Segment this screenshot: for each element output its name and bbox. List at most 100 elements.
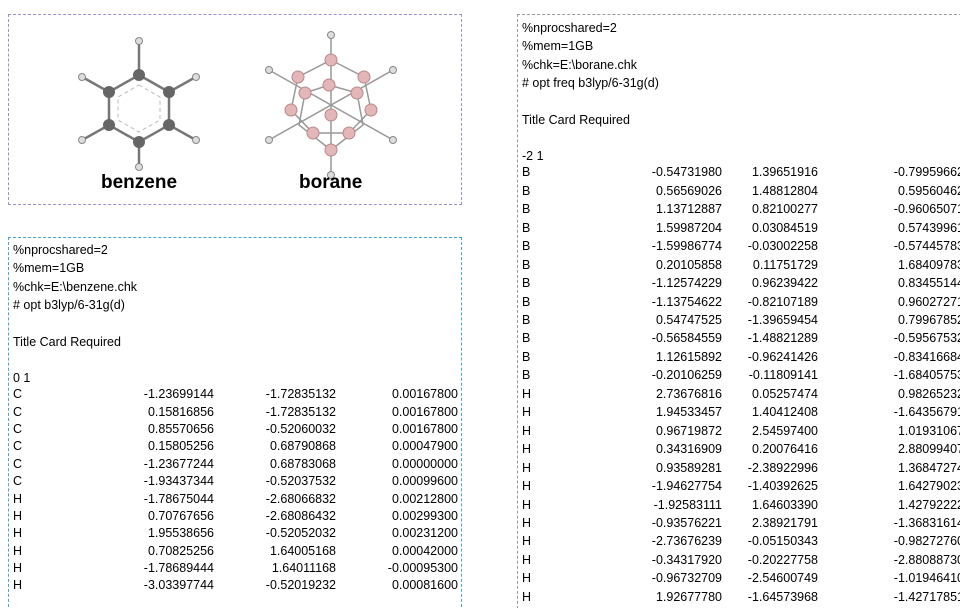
text-line: H	[522, 590, 531, 604]
text-line: 0.70767656	[148, 509, 214, 523]
text-line: H	[522, 498, 531, 512]
text-line: 1.95538656	[148, 526, 214, 540]
text-line: 0.83455144	[898, 276, 960, 290]
text-line: B	[522, 276, 530, 290]
text-line: -1.72835132	[266, 387, 336, 401]
text-line: -1.59986774	[652, 239, 722, 253]
text-line: -0.83416684	[894, 350, 960, 364]
text-line: 0.15816856	[148, 405, 214, 419]
text-line: 0.00167800	[392, 387, 458, 401]
text-line: -0.34317920	[652, 553, 722, 567]
text-line: 0.96027271	[898, 295, 960, 309]
text-line: 1.12615892	[656, 350, 722, 364]
molecule-drawings	[9, 15, 460, 203]
text-line: %nprocshared=2	[522, 21, 617, 35]
text-line: -2.54600749	[748, 571, 818, 585]
text-line: %mem=1GB	[522, 39, 593, 53]
text-line: -0.82107189	[748, 295, 818, 309]
text-line: B	[522, 221, 530, 235]
text-line: -0.20106259	[652, 368, 722, 382]
text-line: -0.00095300	[388, 561, 458, 575]
text-line: 1.01931067	[898, 424, 960, 438]
text-line: 0.96239422	[752, 276, 818, 290]
text-line: -1.64356791	[894, 405, 960, 419]
text-line: -1.42717851	[894, 590, 960, 604]
text-line: 2.38921791	[752, 516, 818, 530]
text-line: 0.05257474	[752, 387, 818, 401]
text-line: -1.78675044	[144, 492, 214, 506]
text-line: 1.68409783	[898, 258, 960, 272]
text-line: 0.00167800	[392, 422, 458, 436]
text-line: # opt b3lyp/6-31g(d)	[13, 298, 125, 312]
text-line: 2.88099407	[898, 442, 960, 456]
text-line: -0.96241426	[748, 350, 818, 364]
text-line: B	[522, 239, 530, 253]
text-line: -2.38922996	[748, 461, 818, 475]
text-line: 1.13712887	[656, 202, 722, 216]
text-line: -2.68086432	[266, 509, 336, 523]
text-line: 0.93589281	[656, 461, 722, 475]
text-line: 0.00000000	[392, 457, 458, 471]
molecule-label: benzene	[101, 172, 177, 194]
text-line: -1.64573968	[748, 590, 818, 604]
text-line: B	[522, 202, 530, 216]
text-line: 1.64005168	[270, 544, 336, 558]
text-line: %mem=1GB	[13, 261, 84, 275]
text-line: -0.56584559	[652, 331, 722, 345]
text-line: -0.96732709	[652, 571, 722, 585]
text-line: -1.48821289	[748, 331, 818, 345]
text-line: C	[13, 439, 22, 453]
text-line: -0.11809141	[749, 368, 818, 382]
text-line: H	[13, 561, 22, 575]
text-line: 0.82100277	[752, 202, 818, 216]
text-line: 0.20076416	[752, 442, 818, 456]
text-line: 1.39651916	[752, 165, 818, 179]
text-line: %chk=E:\benzene.chk	[13, 280, 137, 294]
text-line: 0.00231200	[392, 526, 458, 540]
text-line: 0.57439961	[898, 221, 960, 235]
text-line: -1.78689444	[144, 561, 214, 575]
text-line: -0.98272760	[894, 534, 960, 548]
molecule-label: borane	[299, 172, 362, 194]
text-line: 1.64279023	[898, 479, 960, 493]
text-line: H	[13, 509, 22, 523]
text-line: 0.98265232	[898, 387, 960, 401]
text-line: B	[522, 258, 530, 272]
text-line: 0.54747525	[656, 313, 722, 327]
text-line: B	[522, 184, 530, 198]
text-line: -1.12574229	[652, 276, 722, 290]
text-line: 0.79967852	[898, 313, 960, 327]
text-line: 0.56569026	[656, 184, 722, 198]
text-line: H	[522, 534, 531, 548]
text-line: H	[13, 492, 22, 506]
benzene-input: %nprocshared=2%mem=1GB%chk=E:\benzene.ch…	[8, 237, 462, 608]
text-line: 1.92677780	[656, 590, 722, 604]
text-line: 1.64603390	[752, 498, 818, 512]
text-line: B	[522, 295, 530, 309]
text-line: -0.52060032	[266, 422, 336, 436]
text-line: -1.01946410	[894, 571, 960, 585]
text-line: -1.39659454	[748, 313, 818, 327]
text-line: C	[13, 387, 22, 401]
text-line: 0.00047900	[392, 439, 458, 453]
molecule-panel: benzene borane	[8, 14, 462, 205]
text-line: -3.03397744	[144, 578, 214, 592]
page: benzene borane %nprocshared=2%mem=1GB%ch…	[0, 0, 960, 608]
text-line: 0.59560462	[898, 184, 960, 198]
text-line: 0.00299300	[392, 509, 458, 523]
text-line: -0.52037532	[266, 474, 336, 488]
text-line: 0.00081600	[392, 578, 458, 592]
text-line: 0.00099600	[392, 474, 458, 488]
text-line: H	[522, 387, 531, 401]
text-line: H	[522, 479, 531, 493]
text-line: 1.42792222	[898, 498, 960, 512]
text-line: 0.68783068	[270, 457, 336, 471]
text-line: 1.59987204	[656, 221, 722, 235]
text-line: -2.88088730	[894, 553, 960, 567]
text-line: -1.68405753	[894, 368, 960, 382]
text-line: 2.73676816	[656, 387, 722, 401]
text-line: -2 1	[522, 149, 544, 163]
text-line: H	[522, 461, 531, 475]
text-line: Title Card Required	[522, 113, 630, 127]
text-line: # opt freq b3lyp/6-31g(d)	[522, 76, 659, 90]
